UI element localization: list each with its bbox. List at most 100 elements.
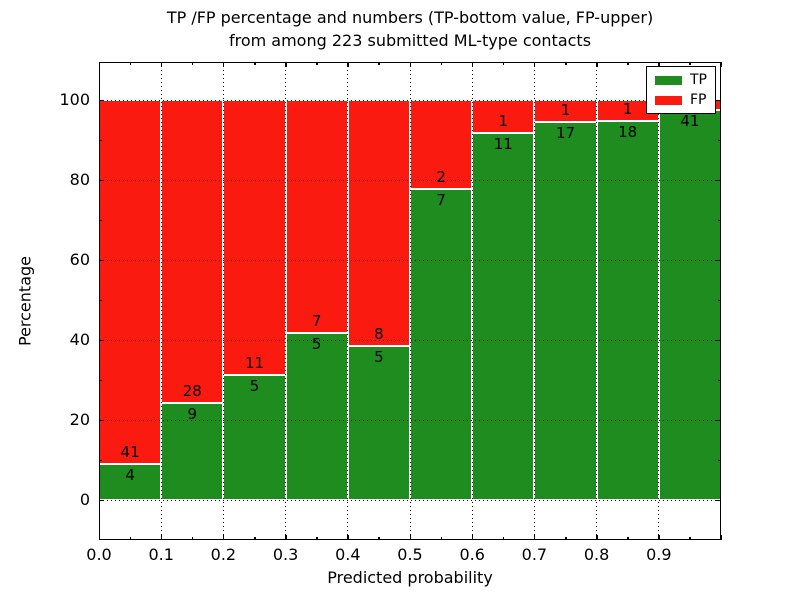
fp-bar-segment [472,100,535,134]
x-axis-tick [471,535,474,540]
y-axis-tick [99,259,104,261]
fp-count-label: 1 [560,101,571,120]
x-axis-tick [502,537,505,540]
x-axis-tick [565,537,567,540]
tp-count-label: 5 [249,377,260,395]
tp-count-label: 9 [187,404,198,423]
y-axis-tick-right [716,499,721,501]
x-axis-tick-top [378,62,380,65]
x-axis-tick-top [627,62,629,65]
y-axis-tick-right [718,219,721,221]
x-axis-tick [98,535,100,540]
fp-bar-segment [347,100,410,347]
y-axis-tick [99,499,104,501]
y-axis-tick-right [716,99,721,101]
x-axis-tick-top [720,62,722,67]
x-axis-tick-top [533,62,536,67]
chart-title-line2: from among 223 submitted ML-type contact… [228,31,592,50]
x-axis-tick [378,537,380,540]
x-axis-tick-top [191,62,194,65]
x-axis-tick-top [222,62,225,67]
fp-count-label: 28 [182,381,202,400]
tp-bar-segment [410,188,473,500]
y-axis-tick-right [718,379,721,381]
fp-count-label: 2 [436,167,446,186]
tp-bar-segment [534,122,597,500]
fp-legend-swatch-icon [655,96,682,105]
y-axis-tick-right [718,299,721,301]
tp-bar-segment [472,133,535,500]
x-axis-tick [160,535,163,540]
x-axis-tick [658,535,660,540]
tp-count-label: 4 [125,466,135,485]
x-tick-label: 0.8 [583,545,610,564]
tp-bar-segment [285,333,348,500]
x-axis-tick [627,537,629,540]
x-axis-tick [533,535,536,540]
x-axis-tick-top [98,62,100,67]
x-axis-tick-top [689,62,691,65]
fp-bar-segment [285,100,348,334]
tp-count-label: 5 [374,348,384,367]
tp-legend-swatch-icon [655,76,682,85]
legend-item-label: FP [690,92,707,108]
y-axis-tick [99,219,102,221]
y-axis-label: Percentage [15,255,35,347]
y-axis-tick-right [718,459,721,461]
tp-count-label: 7 [436,190,446,209]
vertical-gridline [160,62,162,540]
x-axis-tick [285,535,287,540]
x-tick-label: 0.4 [335,545,361,564]
tp-bar-segment [347,346,410,500]
x-axis-tick-top [160,62,163,67]
x-axis-label: Predicted probability [327,568,493,587]
x-axis-tick-top [502,62,505,65]
x-axis-tick-top [409,62,411,67]
x-axis-tick-top [316,62,318,65]
x-axis-tick [720,535,722,540]
y-axis-tick [99,299,102,301]
tp-count-label: 41 [680,111,700,130]
vertical-gridline [222,62,224,540]
vertical-gridline [658,62,660,540]
y-axis-tick-right [716,179,721,181]
y-axis-tick-right [716,419,721,421]
vertical-gridline [409,62,411,540]
y-tick-label: 60 [69,250,90,269]
chart-title: TP /FP percentage and numbers (TP-bottom… [99,6,721,52]
y-axis-tick-right [716,339,721,341]
legend: TP FP [646,66,716,114]
fp-count-label: 41 [120,443,140,462]
y-tick-label: 0 [79,490,90,509]
fp-count-label: 7 [311,312,322,331]
vertical-gridline [285,62,287,540]
x-tick-label: 0.6 [459,545,485,564]
y-axis-tick [99,339,104,341]
vertical-gridline [533,62,535,540]
y-axis-tick [99,99,104,101]
x-axis-tick-top [129,62,132,65]
tp-bar-segment [161,402,224,500]
vertical-gridline [596,62,598,540]
tp-count-label: 11 [493,135,513,154]
y-tick-label: 80 [69,170,90,189]
x-axis-tick-top [565,62,567,65]
y-tick-label: 100 [59,90,90,109]
chart-title-line1: TP /FP percentage and numbers (TP-bottom… [166,8,654,27]
fp-count-label: 1 [498,112,509,131]
x-axis-tick [222,535,225,540]
x-axis-tick-top [254,62,256,65]
x-axis-tick [596,535,598,540]
fp-bar-segment [223,100,286,375]
x-tick-label: 0.9 [646,545,672,564]
tp-count-label: 18 [618,123,638,142]
fp-bar-segment [161,100,224,403]
fp-count-label: 11 [244,354,265,372]
y-axis-tick [99,459,102,461]
x-tick-label: 0.3 [272,545,299,564]
x-tick-label: 0.7 [521,545,548,564]
x-axis-tick [254,537,256,540]
y-axis-tick [99,379,102,381]
fp-bar-segment [534,100,597,123]
tp-bar-segment [596,121,659,500]
